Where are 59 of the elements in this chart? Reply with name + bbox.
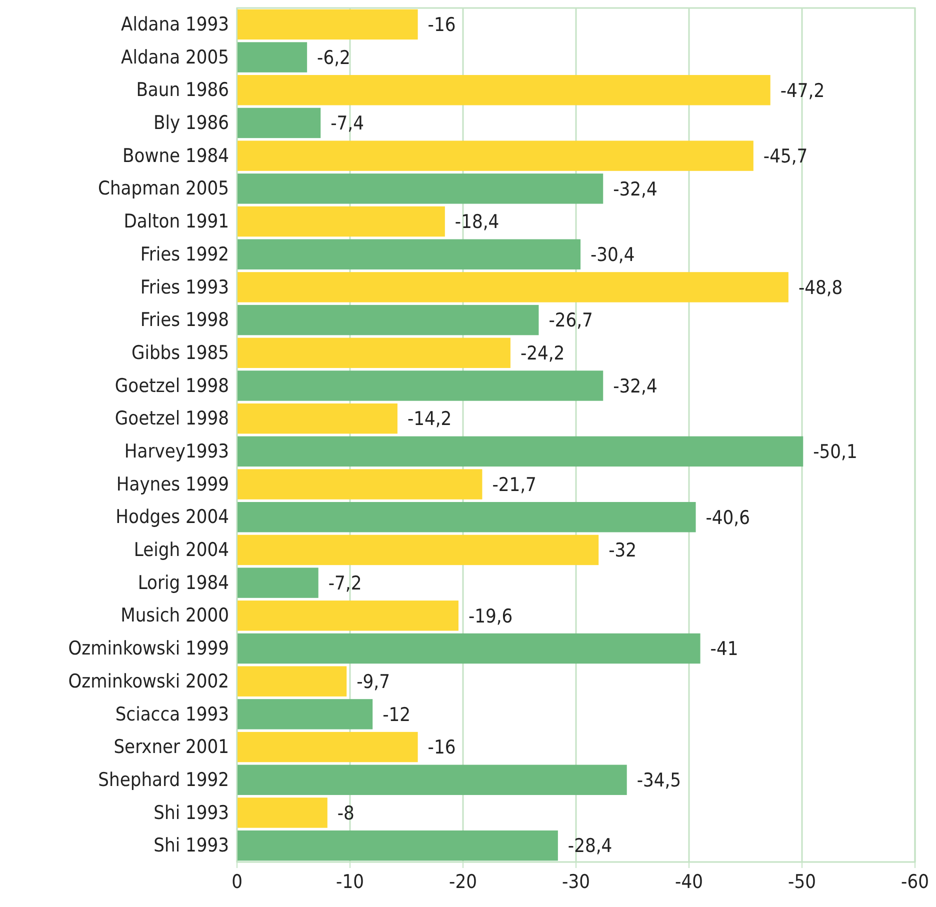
data-label: -32 (608, 540, 637, 562)
data-label: -45,7 (763, 145, 808, 168)
x-tick-label: -60 (901, 871, 929, 894)
data-label: -8 (337, 802, 354, 824)
y-tick-label: Leigh 2004 (134, 539, 229, 562)
x-tick-label: -30 (562, 871, 590, 894)
y-tick-label: Sciacca 1993 (115, 703, 229, 726)
x-tick-label: 0 (232, 871, 242, 894)
y-tick-label: Fries 1993 (140, 276, 229, 298)
y-tick-label: Chapman 2005 (98, 178, 229, 200)
y-tick-label: Bowne 1984 (122, 144, 229, 167)
data-label: -9,7 (356, 670, 390, 693)
y-tick-label: Haynes 1999 (116, 473, 229, 496)
y-tick-label: Fries 1992 (140, 243, 229, 266)
data-label: -28,4 (568, 835, 612, 858)
data-label: -34,5 (636, 770, 682, 792)
y-tick-label: Goetzel 1998 (114, 374, 229, 397)
data-label: -32,4 (613, 178, 658, 200)
y-tick-label: Ozminkowski 1999 (68, 638, 229, 660)
y-tick-label: Ozminkowski 2002 (68, 670, 229, 692)
data-label: -14,2 (407, 408, 452, 430)
data-label: -48,8 (798, 276, 843, 299)
data-label: -32,4 (613, 375, 658, 398)
data-label: -47,2 (780, 80, 825, 102)
x-tick-label: -10 (336, 871, 364, 894)
y-tick-label: Shi 1993 (154, 834, 229, 857)
y-tick-label: Musich 2000 (120, 604, 229, 627)
x-tick-label: -40 (675, 871, 703, 894)
y-tick-label: Goetzel 1998 (114, 408, 229, 430)
data-label: -41 (710, 638, 738, 660)
data-label: -50,1 (813, 441, 858, 464)
data-label: -7,4 (330, 112, 364, 135)
data-label: -12 (382, 704, 411, 726)
data-label: -30,4 (590, 244, 635, 266)
data-label: -18,4 (454, 211, 500, 234)
y-tick-label: Bly 1986 (153, 112, 229, 134)
y-tick-label: Lorig 1984 (138, 572, 229, 594)
data-label: -16 (428, 14, 456, 36)
y-tick-label: Serxner 2001 (114, 736, 229, 758)
y-tick-label: Shi 1993 (154, 802, 229, 824)
y-tick-label: Harvey1993 (124, 440, 229, 463)
x-tick-label: -20 (449, 871, 477, 894)
data-label: -16 (428, 736, 456, 759)
data-label: -26,7 (548, 310, 593, 332)
y-tick-label: Baun 1986 (136, 79, 229, 102)
y-tick-label: Hodges 2004 (116, 506, 229, 528)
y-tick-label: Fries 1998 (140, 309, 229, 332)
data-label: -40,6 (706, 506, 750, 529)
y-tick-label: Gibbs 1985 (131, 342, 229, 364)
data-label: -7,2 (328, 572, 362, 594)
data-label: -6,2 (317, 46, 350, 69)
data-label: -21,7 (492, 474, 536, 496)
data-label: -19,6 (468, 605, 513, 628)
y-tick-label: Shephard 1992 (98, 768, 229, 791)
y-tick-label: Aldana 2005 (121, 46, 229, 68)
x-tick-label: -50 (788, 871, 816, 894)
y-tick-label: Dalton 1991 (124, 210, 229, 233)
data-label: -24,2 (520, 342, 565, 365)
y-tick-label: Aldana 1993 (121, 14, 229, 36)
